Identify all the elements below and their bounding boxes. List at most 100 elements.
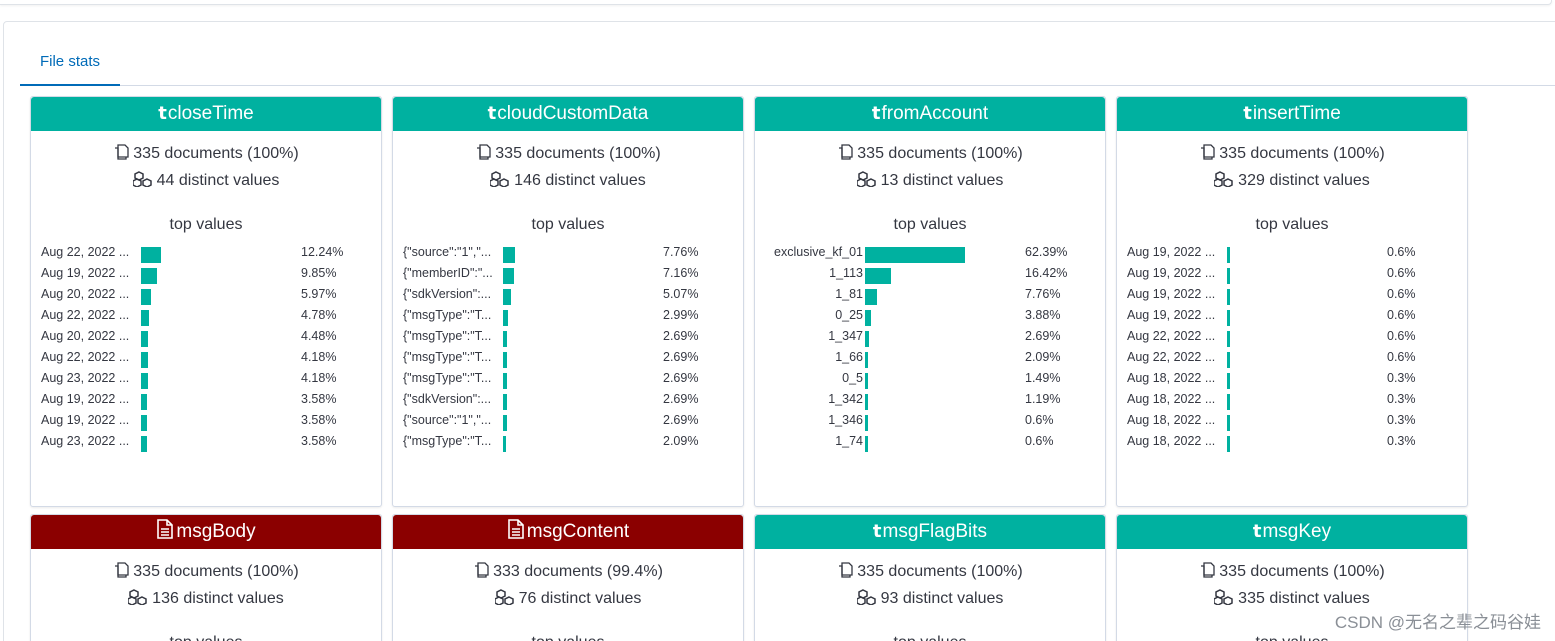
field-card-msgContent: msgContent 333 documents (99.4%) 76 distin… xyxy=(392,514,744,641)
top-value-bar xyxy=(1227,310,1230,326)
top-value-percent: 0.6% xyxy=(1387,350,1416,364)
field-card-header: tmsgKey xyxy=(1117,515,1467,549)
field-card-cloudCustomData: tcloudCustomData 335 documents (100%) 146 … xyxy=(392,96,744,507)
distinct-values-text: 146 distinct values xyxy=(514,172,646,189)
top-value-percent: 7.76% xyxy=(663,245,699,259)
top-value-percent: 3.58% xyxy=(301,413,337,427)
top-value-bar xyxy=(1227,247,1230,263)
documents-icon xyxy=(1199,562,1215,583)
top-value-row: 1_74 0.6% xyxy=(755,431,1107,452)
top-value-percent: 0.6% xyxy=(1025,434,1054,448)
top-value-bar xyxy=(141,247,161,263)
top-value-percent: 2.09% xyxy=(663,434,699,448)
top-value-label: Aug 23, 2022 ... xyxy=(41,434,130,448)
documents-count-text: 333 documents (99.4%) xyxy=(493,563,663,580)
top-panel-edge xyxy=(0,0,1552,5)
field-card-header: tcloseTime xyxy=(31,97,381,131)
top-value-row: {"msgType":"T... 2.69% xyxy=(393,368,745,389)
top-value-bar xyxy=(1227,415,1230,431)
top-value-label: Aug 18, 2022 ... xyxy=(1127,413,1216,427)
top-value-percent: 0.6% xyxy=(1387,266,1416,280)
cubes-icon xyxy=(489,171,510,192)
top-value-row: 1_346 0.6% xyxy=(755,410,1107,431)
field-card-header: msgBody xyxy=(31,515,381,549)
documents-count-text: 335 documents (100%) xyxy=(1219,563,1385,580)
top-value-bar xyxy=(865,394,868,410)
top-value-label: Aug 19, 2022 ... xyxy=(1127,266,1216,280)
top-value-percent: 5.97% xyxy=(301,287,337,301)
top-value-label: Aug 19, 2022 ... xyxy=(41,413,130,427)
top-value-percent: 0.6% xyxy=(1387,308,1416,322)
top-value-percent: 16.42% xyxy=(1025,266,1068,280)
top-values-title: top values xyxy=(1255,216,1329,233)
top-value-bar xyxy=(1227,268,1230,284)
top-value-percent: 5.07% xyxy=(663,287,699,301)
top-value-bar xyxy=(503,394,507,410)
text-type-icon xyxy=(507,517,525,551)
top-value-row: Aug 19, 2022 ... 0.6% xyxy=(1117,305,1469,326)
top-value-label: Aug 19, 2022 ... xyxy=(41,392,130,406)
top-value-percent: 3.58% xyxy=(301,392,337,406)
top-value-label: Aug 20, 2022 ... xyxy=(41,329,130,343)
distinct-values-count: 146 distinct values xyxy=(393,162,743,189)
top-value-percent: 0.3% xyxy=(1387,392,1416,406)
top-value-percent: 7.16% xyxy=(663,266,699,280)
top-value-row: Aug 20, 2022 ... 4.48% xyxy=(31,326,383,347)
documents-count-text: 335 documents (100%) xyxy=(495,145,661,162)
top-value-label: {"msgType":"T... xyxy=(403,350,492,364)
top-value-row: Aug 23, 2022 ... 4.18% xyxy=(31,368,383,389)
watermark: CSDN @无名之辈之码谷娃 xyxy=(1334,613,1541,632)
cubes-icon xyxy=(131,171,153,192)
top-value-bar xyxy=(503,331,507,347)
top-value-label: Aug 22, 2022 ... xyxy=(41,245,130,259)
top-value-label: 1_347 xyxy=(828,329,863,343)
top-value-bar xyxy=(141,436,147,452)
top-value-percent: 12.24% xyxy=(301,245,344,259)
top-value-percent: 3.88% xyxy=(1025,308,1061,322)
top-value-percent: 2.69% xyxy=(663,413,699,427)
top-value-bar xyxy=(865,331,869,347)
string-type-icon: t xyxy=(1243,103,1252,124)
distinct-values-count: 329 distinct values xyxy=(1117,162,1467,189)
string-type-icon: t xyxy=(487,103,497,124)
top-value-bar xyxy=(503,268,514,284)
top-value-label: Aug 22, 2022 ... xyxy=(1127,329,1216,343)
top-value-bar xyxy=(1227,394,1230,410)
field-card-msgBody: msgBody 335 documents (100%) 136 distinct … xyxy=(30,514,382,641)
top-value-label: 1_346 xyxy=(828,413,863,427)
documents-icon xyxy=(113,562,129,583)
top-value-row: Aug 22, 2022 ... 4.18% xyxy=(31,347,383,368)
top-values-title: top values xyxy=(531,216,605,233)
top-value-row: 0_25 3.88% xyxy=(755,305,1107,326)
top-value-label: Aug 20, 2022 ... xyxy=(41,287,130,301)
top-value-row: Aug 19, 2022 ... 9.85% xyxy=(31,263,383,284)
tab-bar: File stats xyxy=(20,48,1555,86)
documents-icon xyxy=(473,562,489,583)
top-value-bar xyxy=(141,331,148,347)
distinct-values-count: 13 distinct values xyxy=(755,162,1105,189)
field-name: insertTime xyxy=(1252,103,1341,124)
top-value-label: {"msgType":"T... xyxy=(403,371,492,385)
top-value-row: Aug 18, 2022 ... 0.3% xyxy=(1117,431,1469,452)
field-card-header: tcloudCustomData xyxy=(393,97,743,131)
field-name: msgKey xyxy=(1262,521,1332,542)
top-value-percent: 4.78% xyxy=(301,308,337,322)
top-value-row: Aug 19, 2022 ... 0.6% xyxy=(1117,284,1469,305)
top-value-label: {"source":"1","... xyxy=(403,245,492,259)
top-value-row: Aug 19, 2022 ... 0.6% xyxy=(1117,263,1469,284)
top-value-row: Aug 22, 2022 ... 4.78% xyxy=(31,305,383,326)
top-value-percent: 4.48% xyxy=(301,329,337,343)
top-values-title: top values xyxy=(169,216,243,233)
top-value-label: 0_25 xyxy=(835,308,863,322)
tab-file-stats[interactable]: File stats xyxy=(20,48,120,86)
top-value-row: Aug 18, 2022 ... 0.3% xyxy=(1117,410,1469,431)
field-card-msgKey: tmsgKey 335 documents (100%) 335 distinct … xyxy=(1116,514,1468,641)
documents-count: 335 documents (100%) xyxy=(755,131,1105,162)
distinct-values-count: 76 distinct values xyxy=(393,580,743,607)
top-value-percent: 62.39% xyxy=(1025,245,1068,259)
top-value-row: {"msgType":"T... 2.09% xyxy=(393,431,745,452)
top-value-label: {"msgType":"T... xyxy=(403,308,492,322)
top-values-title: top values xyxy=(755,634,1105,641)
field-name: msgBody xyxy=(176,521,256,542)
string-type-icon: t xyxy=(158,103,167,124)
